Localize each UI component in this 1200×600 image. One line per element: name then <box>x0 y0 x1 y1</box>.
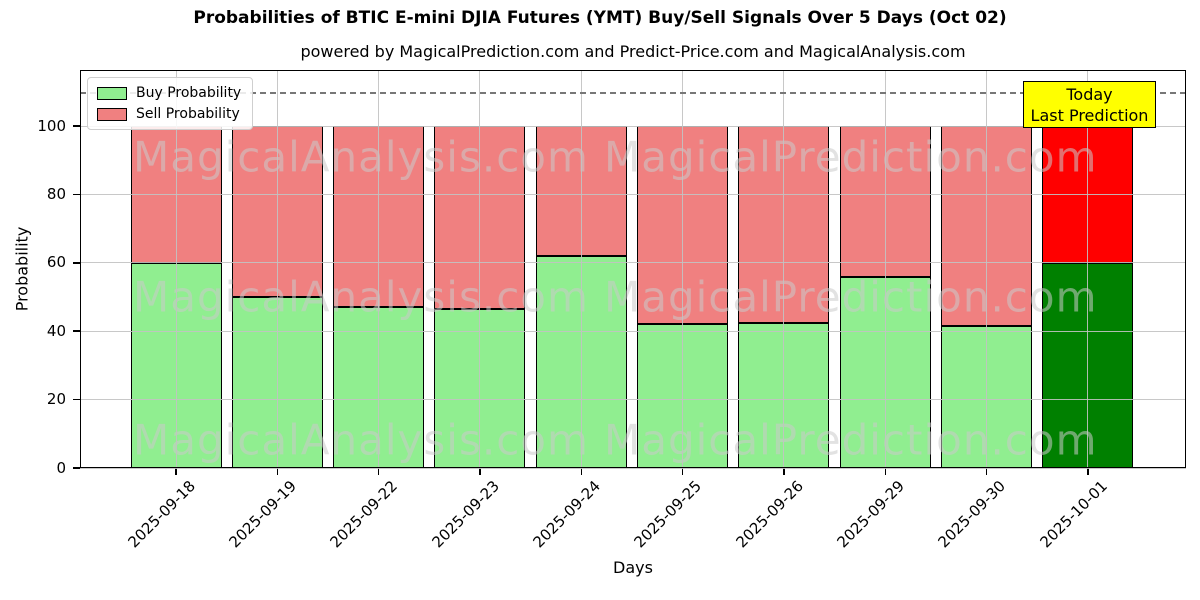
x-gridline <box>276 70 278 468</box>
x-gridline <box>1087 70 1089 468</box>
x-tick-mark <box>377 468 380 475</box>
buy-swatch-icon <box>97 86 127 100</box>
x-gridline <box>479 70 481 468</box>
x-gridline <box>175 70 177 468</box>
y-tick-label: 80 <box>46 184 66 203</box>
x-tick-mark <box>783 468 785 475</box>
x-tick-label: 2025-09-25 <box>631 477 706 552</box>
x-tick-mark <box>580 468 583 475</box>
y-tick-mark <box>73 467 80 469</box>
x-tick-label: 2025-09-26 <box>732 477 807 552</box>
x-tick-label: 2025-09-29 <box>833 477 909 552</box>
y-tick-mark <box>73 398 80 401</box>
x-axis-label: Days <box>613 558 653 577</box>
y-gridline <box>80 467 1186 469</box>
y-tick-mark <box>73 330 80 333</box>
y-gridline <box>80 330 1186 332</box>
legend-item-buy: Buy Probability <box>97 85 241 101</box>
y-gridline <box>80 193 1186 195</box>
y-tick-label: 60 <box>46 253 66 272</box>
today-annotation: Today Last Prediction <box>1023 81 1156 128</box>
y-tick-label: 0 <box>56 458 66 477</box>
chart-subtitle: powered by MagicalPrediction.com and Pre… <box>300 42 966 61</box>
x-tick-mark <box>276 468 279 475</box>
chart-title: Probabilities of BTIC E-mini DJIA Future… <box>193 8 1007 28</box>
x-tick-label: 2025-09-30 <box>935 477 1010 552</box>
y-tick-mark <box>73 193 80 196</box>
x-tick-label: 2025-09-19 <box>225 477 301 552</box>
y-tick-label: 100 <box>37 116 66 135</box>
y-tick-label: 40 <box>46 321 66 340</box>
y-tick-mark <box>73 125 80 127</box>
y-tick-label: 20 <box>46 390 66 409</box>
legend-label-sell: Sell Probability <box>136 106 240 122</box>
x-tick-mark <box>175 468 177 475</box>
y-gridline <box>80 399 1186 401</box>
y-gridline <box>80 125 1186 127</box>
dashed-threshold-line <box>80 91 1186 94</box>
x-tick-label: 2025-09-22 <box>327 477 402 552</box>
legend-label-buy: Buy Probability <box>136 85 242 101</box>
x-gridline <box>884 70 886 468</box>
y-tick-mark <box>73 262 80 264</box>
x-gridline <box>580 70 582 468</box>
x-tick-label: 2025-09-18 <box>124 477 199 552</box>
legend: Buy Probability Sell Probability <box>87 77 254 130</box>
x-gridline <box>378 70 380 468</box>
x-tick-mark <box>985 468 988 475</box>
x-tick-mark <box>1087 468 1089 475</box>
x-tick-mark <box>884 468 887 475</box>
x-tick-label: 2025-10-01 <box>1036 477 1111 552</box>
x-gridline <box>986 70 988 468</box>
x-tick-mark <box>479 468 481 475</box>
sell-swatch-icon <box>97 107 127 121</box>
x-tick-mark <box>681 468 684 475</box>
legend-item-sell: Sell Probability <box>97 106 241 122</box>
x-gridline <box>682 70 684 468</box>
y-gridline <box>80 262 1186 264</box>
x-tick-label: 2025-09-24 <box>529 477 605 552</box>
annotation-line2: Last Prediction <box>1030 105 1149 125</box>
annotation-line1: Today <box>1066 84 1113 104</box>
x-tick-label: 2025-09-23 <box>428 477 503 552</box>
x-gridline <box>783 70 785 468</box>
